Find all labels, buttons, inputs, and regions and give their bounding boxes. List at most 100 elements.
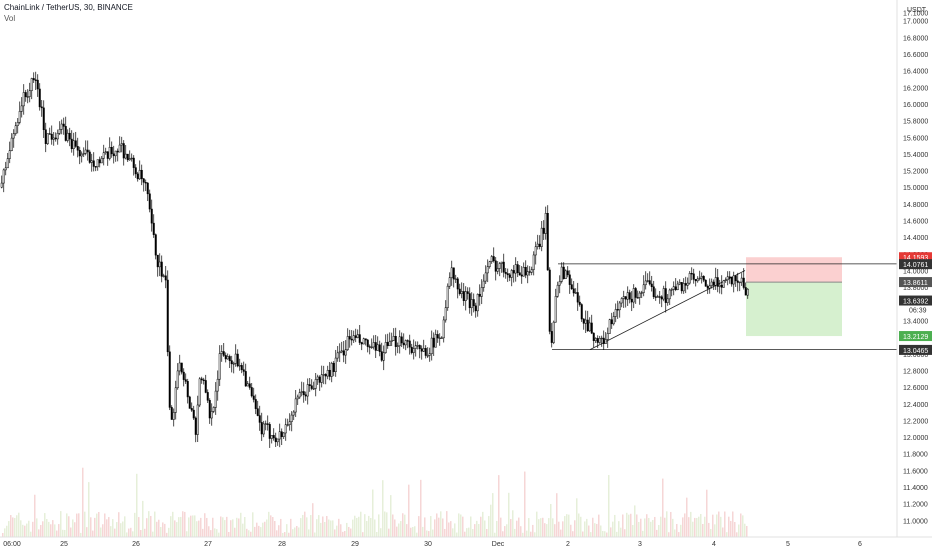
volume-bar	[454, 523, 456, 537]
candle-body	[602, 337, 605, 344]
volume-bar	[746, 525, 748, 537]
candle-body	[16, 122, 19, 126]
candle-body	[622, 296, 625, 299]
volume-bar	[250, 531, 252, 537]
candle-body	[638, 292, 641, 298]
volume-bar	[406, 524, 408, 537]
volume-bar	[16, 515, 18, 537]
candle-body	[530, 269, 533, 273]
candle-body	[150, 208, 153, 224]
stop-loss-zone[interactable]	[746, 257, 842, 283]
candle-body	[658, 296, 661, 298]
volume-bar	[716, 514, 718, 537]
volume-bar	[98, 512, 100, 537]
candle-body	[190, 408, 193, 411]
candle-body	[378, 344, 381, 352]
candle-body	[332, 362, 335, 372]
y-tick-label: 13.0000	[903, 352, 928, 359]
candle-body	[674, 286, 677, 290]
volume-bar	[730, 520, 732, 537]
volume-bar	[244, 517, 246, 537]
volume-bar	[198, 520, 200, 537]
candle-body	[226, 356, 229, 360]
candle-body	[738, 281, 741, 284]
candle-body	[512, 270, 515, 274]
candle-body	[408, 340, 411, 348]
candle-body	[160, 261, 163, 277]
candle-body	[744, 287, 747, 296]
volume-bar	[528, 518, 530, 537]
candle-body	[92, 160, 95, 167]
y-tick-label: 15.0000	[903, 185, 928, 192]
volume-bar	[156, 521, 158, 537]
volume-bar	[356, 517, 358, 537]
volume-bar	[194, 515, 196, 537]
candle-body	[480, 287, 483, 297]
volume-bar	[126, 532, 128, 537]
volume-bar	[478, 524, 480, 537]
volume-bar	[290, 518, 292, 537]
volume-bar	[676, 523, 678, 537]
volume-bar	[494, 532, 496, 537]
candle-body	[256, 408, 259, 416]
candle-body	[210, 411, 213, 419]
volume-bar	[168, 527, 170, 537]
candle-body	[514, 264, 517, 274]
candle-body	[524, 267, 527, 276]
candle-body	[78, 149, 81, 157]
candle-body	[502, 261, 505, 273]
volume-bar	[24, 525, 26, 537]
volume-bar	[474, 524, 476, 537]
price-label-text: 14.1593	[903, 255, 928, 262]
candle-body	[410, 346, 413, 353]
candle-body	[18, 111, 21, 123]
take-profit-zone[interactable]	[746, 282, 842, 337]
candle-body	[214, 390, 217, 408]
volume-bar	[572, 531, 574, 537]
candle-body	[392, 336, 395, 341]
volume-bar	[464, 531, 466, 537]
price-label-box	[899, 344, 932, 355]
candle-body	[372, 342, 375, 348]
volume-bar	[74, 522, 76, 537]
candle-body	[148, 193, 151, 210]
candle-body	[380, 351, 383, 361]
volume-bar	[712, 514, 714, 537]
candle-body	[188, 396, 191, 409]
candle-body	[328, 369, 331, 377]
volume-bar	[14, 517, 16, 537]
volume-bar	[30, 531, 32, 537]
volume-bar	[480, 516, 482, 537]
candle-body	[556, 284, 559, 297]
candle-body	[32, 78, 35, 81]
candle-body	[374, 342, 377, 351]
candle-body	[440, 337, 443, 339]
candle-body	[138, 169, 141, 180]
candle-body	[80, 153, 83, 157]
volume-bar	[52, 520, 54, 537]
candle-body	[608, 319, 611, 334]
volume-bar	[160, 527, 162, 537]
volume-bar	[298, 527, 300, 537]
volume-bar	[326, 516, 328, 537]
volume-bar	[532, 524, 534, 537]
candle-body	[200, 378, 203, 381]
bar-countdown: 06:39	[909, 308, 927, 315]
volume-bar	[48, 521, 50, 537]
volume-indicator-label[interactable]: Vol	[4, 14, 16, 23]
volume-bar	[70, 527, 72, 537]
volume-bar	[638, 521, 640, 537]
volume-bar	[358, 516, 360, 537]
volume-bar	[472, 529, 474, 537]
price-label-text: 13.2129	[903, 334, 928, 341]
candle-body	[26, 96, 29, 98]
candle-body	[244, 371, 247, 387]
volume-bar	[56, 530, 58, 537]
candle-body	[176, 370, 179, 389]
volume-bar	[34, 494, 36, 537]
ascending-trendline[interactable]	[589, 270, 746, 350]
volume-bar	[424, 517, 426, 537]
y-tick-label: 11.0000	[903, 518, 928, 525]
